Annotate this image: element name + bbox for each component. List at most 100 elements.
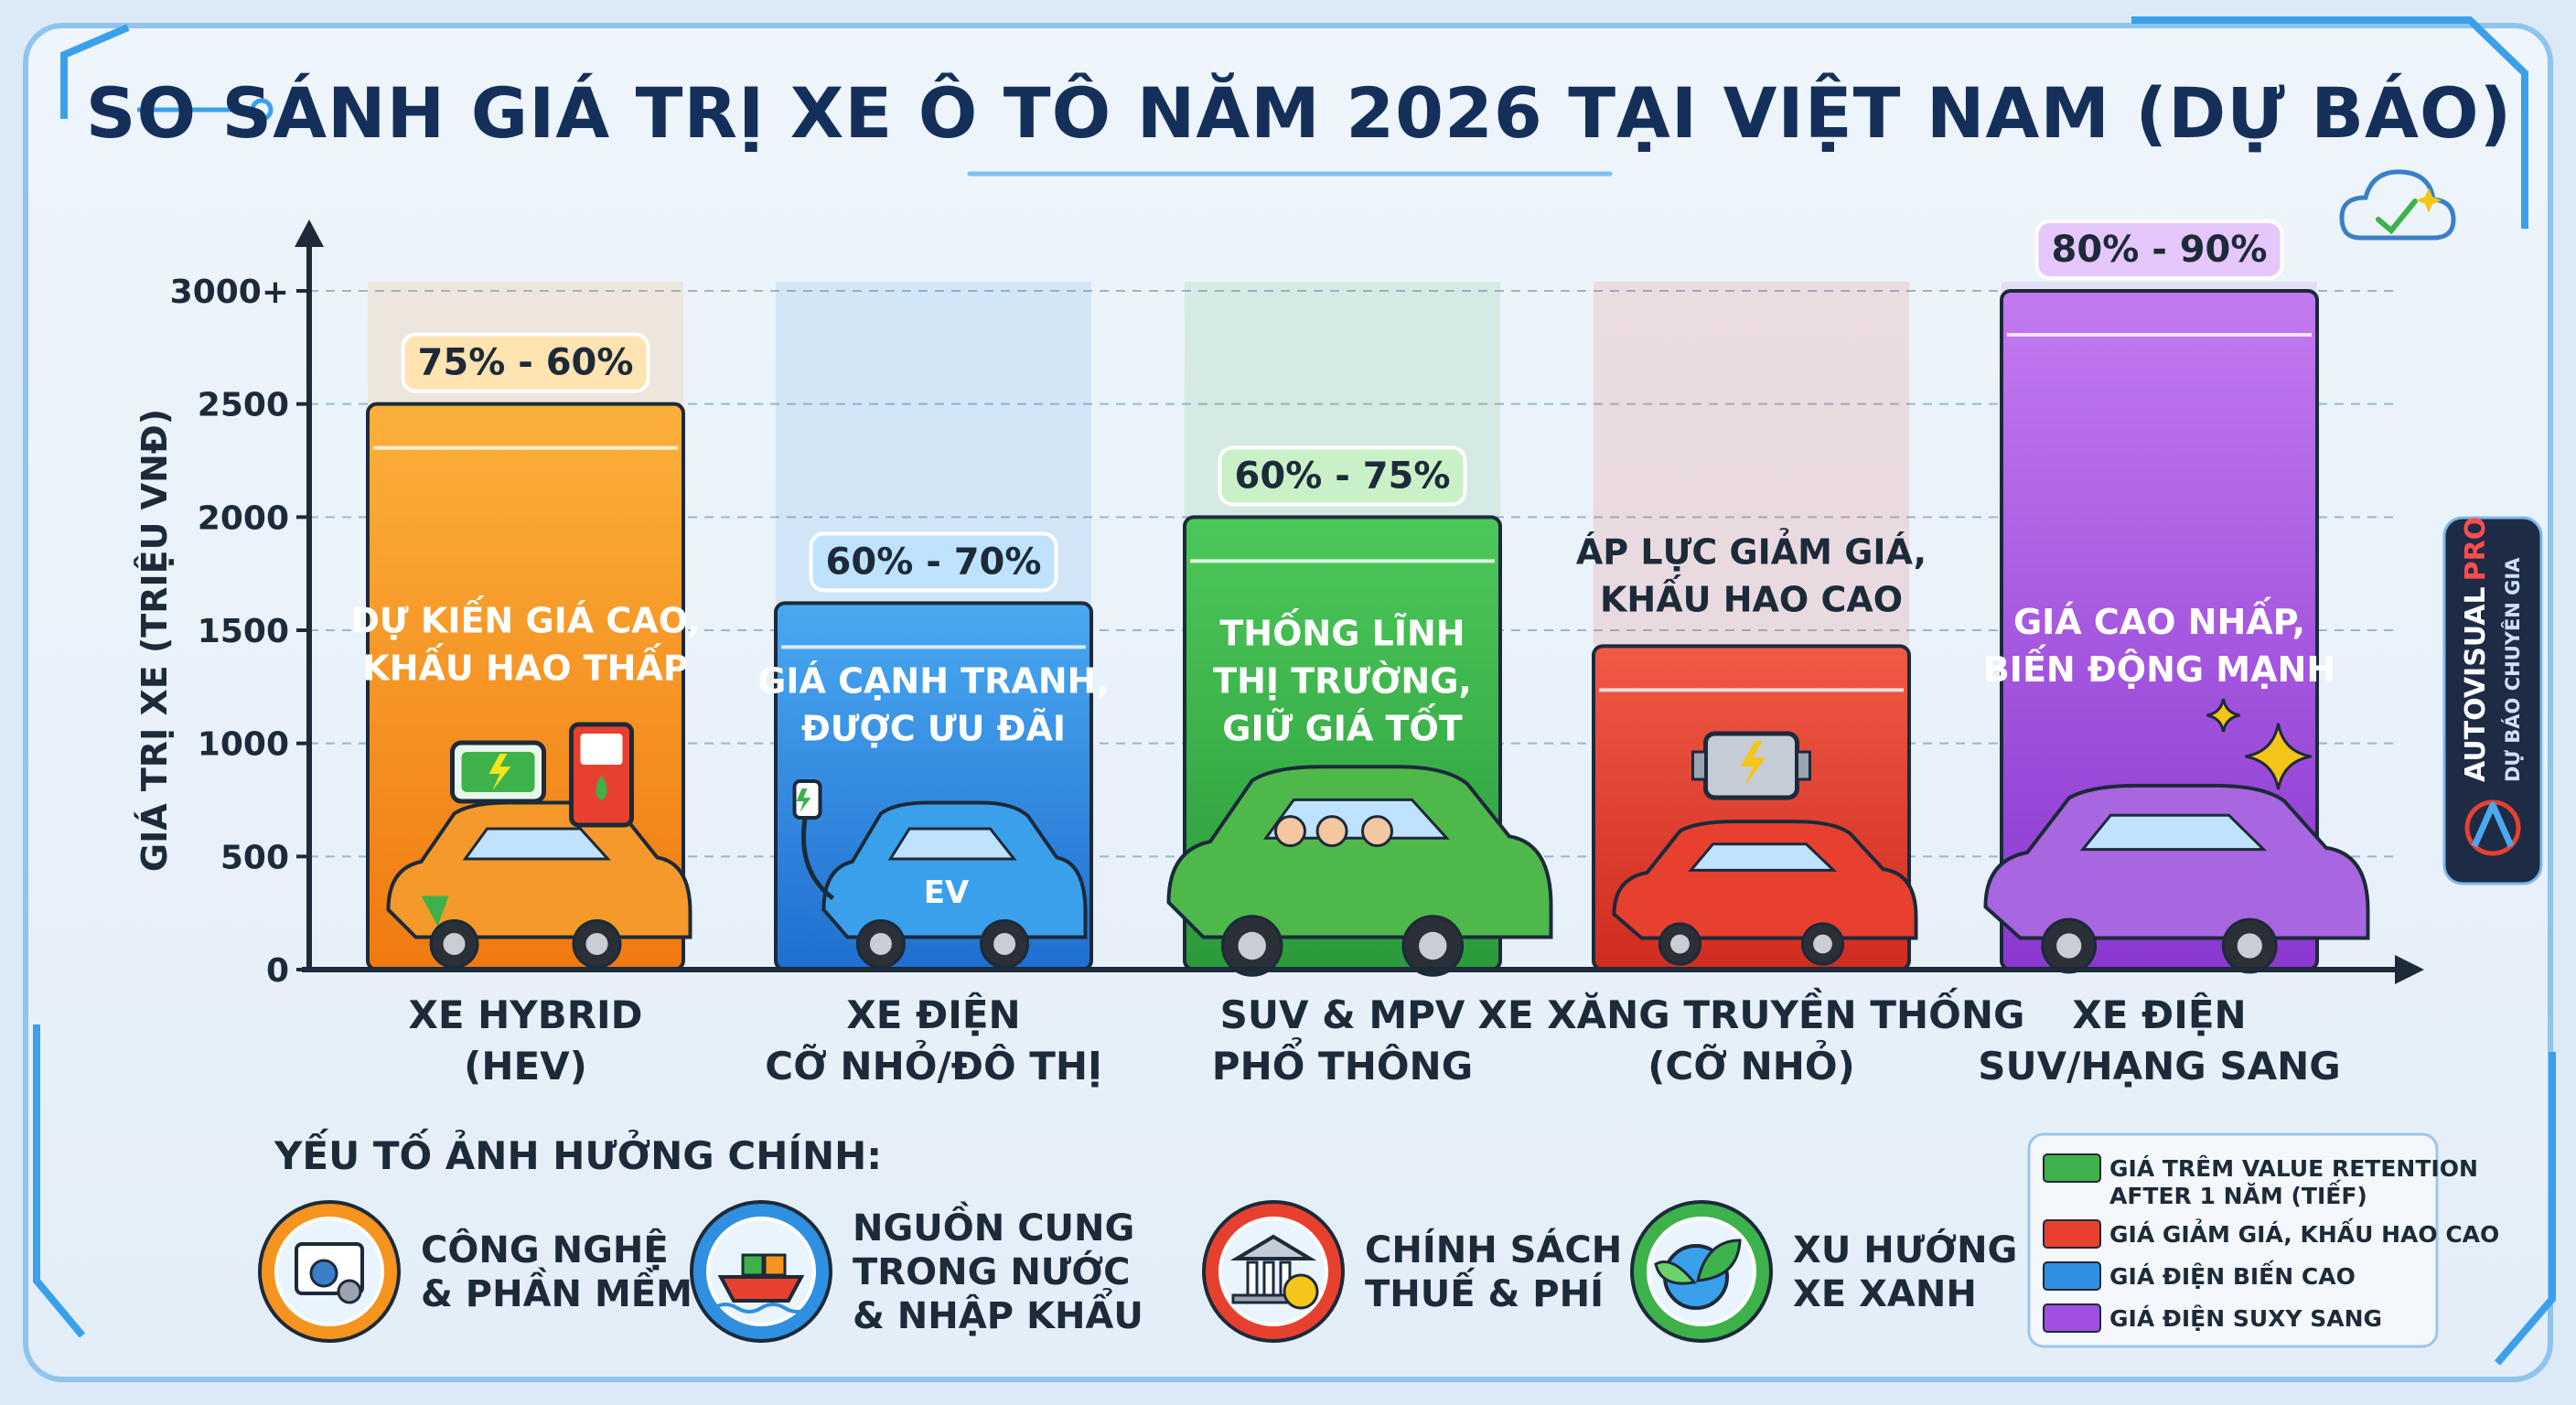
bar-note: GIÁ CAO NHẤP, — [2013, 597, 2305, 642]
frame-accent-bottom-left — [33, 1024, 86, 1338]
hybrid-car-icon — [386, 722, 692, 969]
bar-note: THỊ TRƯỜNG, — [1213, 660, 1472, 701]
bar-note: THỐNG LĨNH — [1219, 608, 1465, 653]
cloud-check-icon — [2339, 169, 2456, 241]
legend-swatch — [2043, 1219, 2101, 1249]
x-category-label: PHỔ THÔNG — [1212, 1036, 1473, 1089]
x-category-label: XE HYBRID — [408, 992, 642, 1037]
suv-family-icon — [1166, 765, 1553, 977]
bank-tax-icon — [1229, 1234, 1319, 1310]
ev-car-icon: EV — [792, 779, 1088, 969]
factor-label: THUẾ & PHÍ — [1365, 1266, 1604, 1315]
bar-note: DỰ KIẾN GIÁ CAO, — [350, 596, 700, 641]
luxury-suv-icon — [1983, 698, 2370, 974]
y-tick-label: 2000 — [198, 499, 289, 537]
legend-label: GIÁ ĐIỆN BIẾN CAO — [2109, 1260, 2356, 1290]
green-leaf-globe-icon — [1654, 1239, 1742, 1310]
factor-label: XU HƯỚNG — [1793, 1228, 2017, 1271]
x-category-label: SUV & MPV — [1220, 992, 1465, 1037]
bar-glow — [2002, 282, 2317, 291]
frame-accent-bottom-right — [2494, 1052, 2556, 1366]
bar-group: 75% - 60% DỰ KIẾN GIÁ CAO,KHẤU HAO THẤP — [350, 282, 701, 971]
legend-label: GIÁ ĐIỆN SUXY SANG — [2109, 1304, 2382, 1332]
bar-group: 60% - 70% GIÁ CẠNH TRANH, ĐƯỢC ƯU ĐÃI EV — [757, 282, 1110, 971]
value-badge — [2034, 220, 2284, 280]
x-category-label: (CỠ NHỎ) — [1648, 1039, 1855, 1089]
y-tick-label: 1500 — [198, 613, 289, 650]
y-tick-label: 3000+ — [170, 273, 289, 311]
bar-note: GIÁ CẠNH TRANH, — [757, 660, 1110, 701]
bar-note: BIẾN ĐỘNG MẠNH — [1983, 645, 2335, 690]
bar-group: ÁP LỰC GIẢM GIÁ,KHẤU HAO CAO — [1576, 282, 1927, 972]
bar-note: KHẤU HAO CAO — [1600, 574, 1903, 619]
factor-item: CÔNG NGHỆ& PHẦN MỀM — [258, 1200, 692, 1343]
y-axis-ticks: 0 500 1000 1500 2000 2500 3000+ — [170, 273, 309, 990]
bar-note: ÁP LỰC GIẢM GIÁ, — [1576, 528, 1927, 572]
value-badge-label: 80% - 90% — [2052, 229, 2268, 271]
gear-window-icon — [295, 1242, 364, 1304]
value-badge-label: 60% - 70% — [826, 541, 1042, 583]
legend-entry: GIÁ ĐIỆN BIẾN CAO — [2043, 1260, 2356, 1291]
y-tick-label: 1000 — [198, 726, 289, 764]
x-category-label: (HEV) — [464, 1044, 587, 1089]
y-axis-arrow — [295, 220, 324, 247]
value-badge — [1218, 445, 1467, 507]
y-tick-label: 500 — [220, 839, 289, 876]
value-badge-label: 75% - 60% — [418, 342, 634, 384]
x-category-label: XE XĂNG TRUYỀN THỐNG — [1478, 986, 2025, 1037]
bars-group: 75% - 60% DỰ KIẾN GIÁ CAO,KHẤU HAO THẤP 60… — [350, 220, 2370, 977]
x-category-label: XE ĐIỆN — [846, 992, 1020, 1037]
factor-label: & PHẦN MỀM — [421, 1266, 692, 1315]
frame-accent-top-left — [60, 24, 130, 119]
x-category-label: XE ĐIỆN — [2072, 992, 2246, 1037]
factor-label: & NHẬP KHẨU — [853, 1287, 1143, 1337]
brand-badge-panel — [2442, 516, 2543, 885]
svg-text:EV: EV — [924, 874, 970, 911]
cargo-ship-icon — [712, 1253, 810, 1314]
bar-group: 60% - 75% THỐNG LĨNH THỊ TRƯỜNG,GIỮ GIÁ TỐ… — [1166, 282, 1553, 977]
legend-label: GIÁ GIẢM GIÁ, KHẤU HAO CAO — [2109, 1217, 2499, 1248]
brand-subtitle: DỰ BÁO CHUYÊN GIA — [2501, 557, 2524, 782]
factor-label: CÔNG NGHỆ — [421, 1228, 669, 1271]
y-axis-label: GIÁ TRỊ XE (TRIỆU VNĐ) — [134, 409, 175, 872]
bar-note: ĐƯỢC ƯU ĐÃI — [801, 708, 1066, 748]
value-badge — [401, 332, 650, 393]
factor-label: CHÍNH SÁCH — [1365, 1228, 1622, 1271]
legend-swatch — [2043, 1153, 2101, 1183]
factor-label: XE XANH — [1793, 1273, 1977, 1315]
x-category-label: CỠ NHỎ/ĐÔ THỊ — [765, 1039, 1101, 1089]
legend-label: AFTER 1 NĂM (TIẾF) — [2109, 1179, 2367, 1209]
factor-label: TRONG NƯỚC — [853, 1249, 1131, 1293]
chart-title: SO SÁNH GIÁ TRỊ XE Ô TÔ NĂM 2026 TẠI VIỆ… — [86, 71, 2513, 154]
y-tick-label: 0 — [266, 952, 289, 990]
bar-note: GIỮ GIÁ TỐT — [1222, 703, 1462, 748]
frame-accent-top-right — [2131, 16, 2528, 229]
factors-title: YẾU TỐ ẢNH HƯỞNG CHÍNH: — [274, 1127, 882, 1178]
legend-box — [2027, 1132, 2439, 1348]
sedan-engine-icon — [1612, 731, 1918, 966]
bar-note: KHẤU HAO THẤP — [362, 644, 688, 689]
x-category-label: SUV/HẠNG SANG — [1978, 1044, 2340, 1089]
brand-badge: AUTOVISUALPRO DỰ BÁO CHUYÊN GIA — [2442, 516, 2543, 885]
bar-group: 80% - 90% GIÁ CAO NHẤP,BIẾN ĐỘNG MẠNH — [1983, 220, 2370, 974]
y-tick-label: 2500 — [198, 387, 289, 424]
legend-swatch — [2043, 1261, 2101, 1291]
legend-swatch — [2043, 1303, 2101, 1333]
brand-name: AUTOVISUALPRO — [2460, 517, 2492, 782]
bar-glow — [1594, 282, 1909, 647]
legend-entry: GIÁ ĐIỆN SUXY SANG — [2043, 1303, 2382, 1333]
legend-label: GIÁ TRÊM VALUE RETENTION — [2109, 1155, 2478, 1182]
x-axis-arrow — [2395, 955, 2424, 984]
value-badge — [809, 531, 1058, 593]
legend-entry: GIÁ GIẢM GIÁ, KHẤU HAO CAO — [2043, 1217, 2499, 1249]
brand-logo-icon — [2464, 799, 2521, 856]
value-badge-label: 60% - 75% — [1235, 455, 1451, 497]
factor-label: NGUỒN CUNG — [853, 1200, 1134, 1249]
